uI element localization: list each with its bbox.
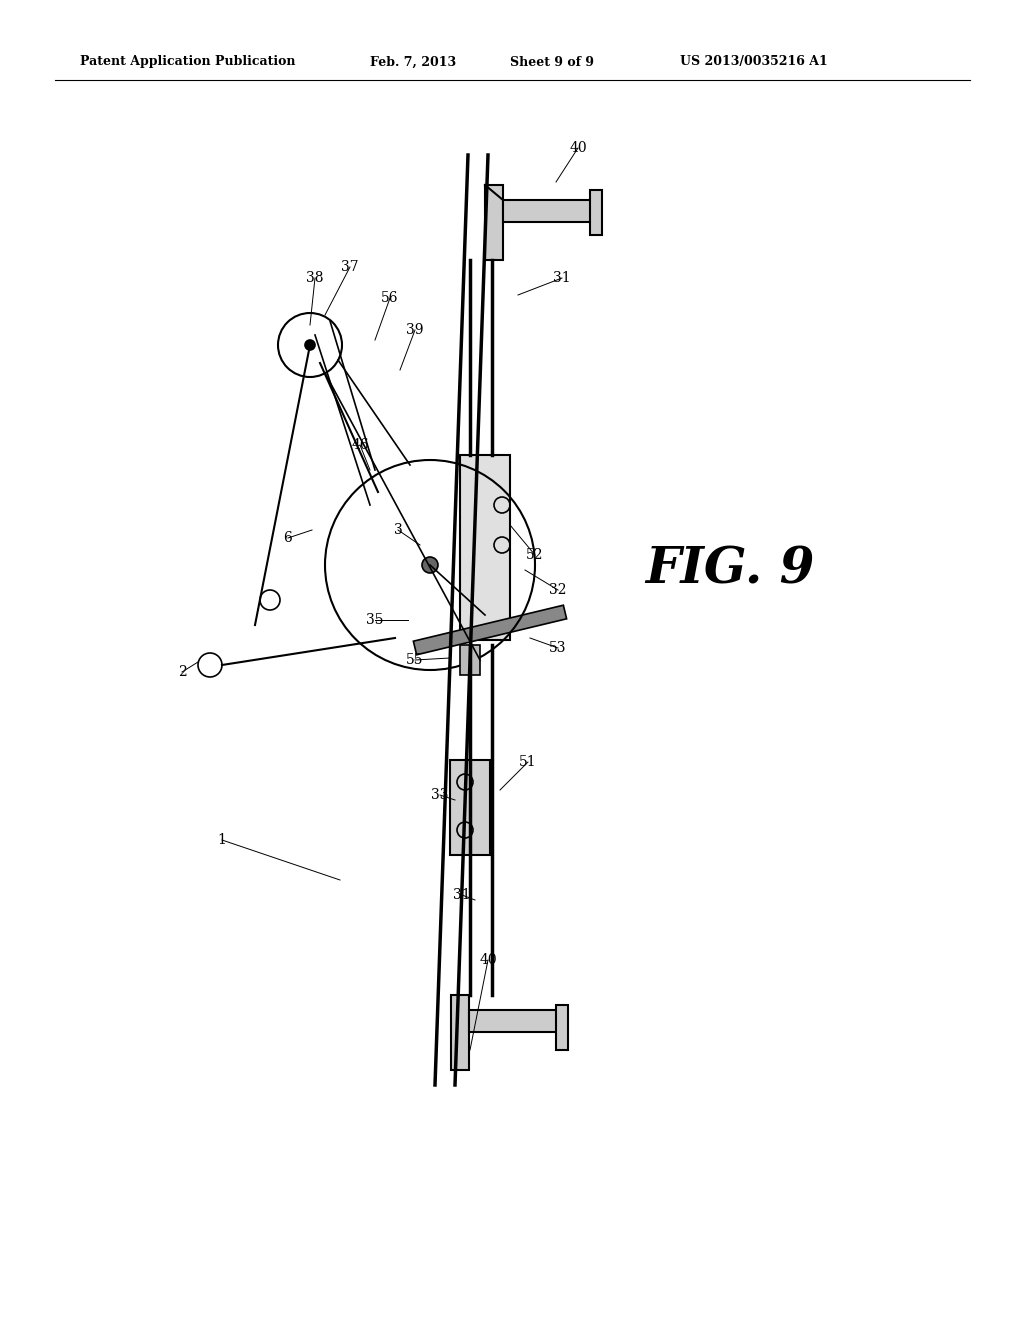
Text: 3: 3 xyxy=(393,523,402,537)
Bar xyxy=(469,1010,559,1032)
Bar xyxy=(460,455,510,640)
Text: 40: 40 xyxy=(479,953,497,968)
Text: 53: 53 xyxy=(549,642,566,655)
Text: 33: 33 xyxy=(431,788,449,803)
Text: 39: 39 xyxy=(407,323,424,337)
Circle shape xyxy=(422,557,438,573)
Bar xyxy=(460,645,480,675)
Text: 1: 1 xyxy=(217,833,226,847)
Text: 52: 52 xyxy=(526,548,544,562)
Text: 56: 56 xyxy=(381,290,398,305)
Bar xyxy=(450,760,490,855)
Text: 6: 6 xyxy=(284,531,293,545)
Bar xyxy=(485,185,503,260)
Text: Feb. 7, 2013: Feb. 7, 2013 xyxy=(370,55,456,69)
Text: 32: 32 xyxy=(549,583,566,597)
Text: Sheet 9 of 9: Sheet 9 of 9 xyxy=(510,55,594,69)
Text: 46: 46 xyxy=(351,438,369,451)
Bar xyxy=(503,201,593,222)
Circle shape xyxy=(305,341,315,350)
Text: Patent Application Publication: Patent Application Publication xyxy=(80,55,296,69)
Bar xyxy=(590,190,602,235)
Text: 35: 35 xyxy=(367,612,384,627)
Text: 40: 40 xyxy=(569,141,587,154)
Bar xyxy=(556,1005,568,1049)
Bar xyxy=(451,995,469,1071)
Text: 31: 31 xyxy=(454,888,471,902)
Text: 37: 37 xyxy=(341,260,358,275)
Text: FIG. 9: FIG. 9 xyxy=(645,545,815,594)
Text: 2: 2 xyxy=(177,665,186,678)
Text: 55: 55 xyxy=(407,653,424,667)
Polygon shape xyxy=(414,605,566,655)
Text: 51: 51 xyxy=(519,755,537,770)
Text: 31: 31 xyxy=(553,271,570,285)
Text: 38: 38 xyxy=(306,271,324,285)
Text: US 2013/0035216 A1: US 2013/0035216 A1 xyxy=(680,55,827,69)
